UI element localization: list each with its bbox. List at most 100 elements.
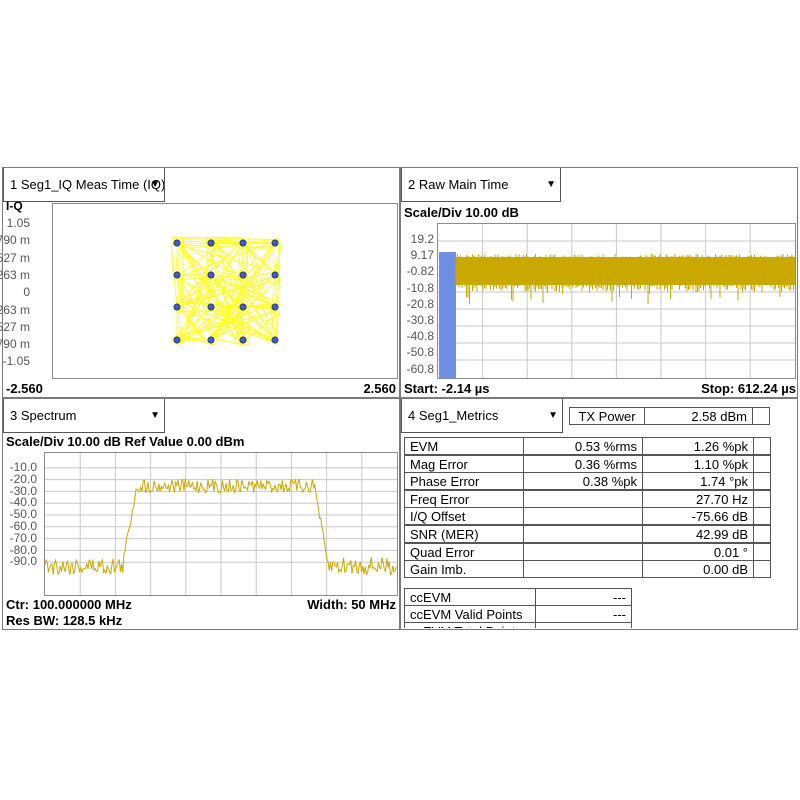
- panel3-y-tick: -60.0: [9, 519, 37, 533]
- iq-trajectory-line: [178, 309, 182, 345]
- cc-metric-value: ---: [535, 605, 632, 623]
- panel3-span-width: Width: 50 MHz: [307, 597, 396, 612]
- panel2-scale-label: Scale/Div 10.00 dB: [404, 205, 519, 220]
- metric-value: 0.01 °: [642, 542, 754, 561]
- iq-trajectory-line: [176, 269, 239, 303]
- panel3-y-tick: -70.0: [9, 530, 37, 545]
- chevron-down-icon: ▼: [150, 410, 160, 421]
- metric-value: [523, 560, 643, 579]
- iq-trajectory-line: [238, 242, 271, 270]
- iq-trajectory-line: [177, 276, 279, 346]
- metric-value: 1.74 °pk: [642, 472, 754, 491]
- chevron-down-icon: ▼: [548, 410, 558, 421]
- iq-trajectory-line: [178, 246, 182, 250]
- cc-metric-name: ccEVM Valid Points: [404, 605, 536, 623]
- iq-trajectory-line: [180, 247, 271, 339]
- panel1-y-tick: -263 m: [0, 302, 30, 317]
- iq-trajectory-line: [247, 243, 272, 340]
- iq-trajectory-line: [209, 309, 275, 341]
- panel4-dropdown[interactable]: 4 Seg1_Metrics ▼: [401, 399, 563, 433]
- iq-trajectory-line: [175, 243, 179, 272]
- iq-trajectory-line: [182, 238, 271, 244]
- panel1-y-tick: 263 m: [0, 267, 30, 282]
- panel3-y-tick: -80.0: [9, 542, 37, 557]
- metric-name: Mag Error: [404, 454, 524, 473]
- iq-trajectory-line: [278, 238, 281, 247]
- iq-trajectory-line: [275, 245, 281, 342]
- constellation-point: [173, 303, 181, 311]
- iq-trajectory-line: [178, 244, 270, 249]
- iq-trajectory-line: [214, 338, 250, 346]
- constellation-point: [173, 336, 181, 344]
- metric-value: 42.99 dB: [642, 525, 754, 543]
- panel1-axis-title: I-Q: [6, 199, 23, 213]
- panel2-y-tick: -50.8: [406, 345, 434, 360]
- iq-trajectory-line: [176, 272, 206, 278]
- metric-value: 1.10 %pk: [642, 454, 754, 473]
- panel1-y-tick: 0: [23, 285, 30, 300]
- iq-trajectory-line: [181, 311, 207, 344]
- panel2-stop-label: Stop: 612.24 µs: [701, 381, 796, 396]
- panel1-dropdown-label: 1 Seg1_IQ Meas Time (IQ): [10, 177, 165, 192]
- panel1-y-tick: -527 m: [0, 319, 30, 334]
- chevron-down-icon: ▼: [150, 179, 160, 190]
- panel4-dropdown-label: 4 Seg1_Metrics: [408, 408, 499, 423]
- metric-value: 0.38 %pk: [523, 472, 643, 491]
- tx-power-value: 2.58 dBm: [644, 407, 753, 425]
- constellation-point: [239, 271, 247, 279]
- panel2-y-tick: -60.8: [406, 361, 434, 376]
- metric-spacer-cell: [753, 472, 771, 491]
- metric-spacer-cell: [753, 542, 771, 561]
- iq-trajectory-line: [178, 275, 276, 308]
- panel3-y-tick: -20.0: [9, 471, 37, 486]
- iq-trajectory-line: [207, 244, 242, 303]
- metric-value: 1.26 %pk: [642, 437, 754, 455]
- iq-trajectory-line: [171, 242, 271, 271]
- panel2-y-tick: -40.8: [406, 329, 434, 344]
- metric-spacer-cell: [753, 525, 771, 543]
- metric-name: EVM: [404, 437, 524, 455]
- tx-power-spacer-cell: [752, 407, 770, 425]
- constellation-plot: [52, 203, 398, 379]
- panel3-y-tick: -30.0: [9, 483, 37, 498]
- cc-metric-value: ---: [535, 588, 632, 606]
- metric-name: Phase Error: [404, 472, 524, 491]
- metric-name: Quad Error: [404, 542, 524, 561]
- metric-spacer-cell: [753, 437, 771, 455]
- raw-time-trace: [455, 254, 794, 305]
- panel3-dropdown-label: 3 Spectrum: [10, 408, 77, 423]
- panel2-y-tick: 19.2: [410, 232, 434, 246]
- panel3-center-freq: Ctr: 100.000000 MHz: [6, 597, 132, 612]
- metric-spacer-cell: [753, 560, 771, 579]
- panel3-res-bw: Res BW: 128.5 kHz: [6, 613, 123, 628]
- metric-name: SNR (MER): [404, 525, 524, 543]
- iq-trajectory-line: [182, 308, 206, 339]
- panel1-y-tick: 527 m: [0, 250, 30, 265]
- iq-trajectory-line: [204, 238, 242, 346]
- constellation-point: [173, 239, 181, 247]
- constellation-point: [173, 271, 181, 279]
- panel2-dropdown[interactable]: 2 Raw Main Time ▼: [401, 168, 561, 202]
- constellation-point: [207, 239, 215, 247]
- panel2-y-tick: -0.82: [406, 264, 434, 279]
- panel3-y-tick: -10.0: [9, 460, 37, 474]
- panel1-dropdown[interactable]: 1 Seg1_IQ Meas Time (IQ) ▼: [3, 168, 165, 202]
- panel2-dropdown-label: 2 Raw Main Time: [408, 177, 509, 192]
- panel3-scale-label: Scale/Div 10.00 dB Ref Value 0.00 dBm: [6, 434, 245, 449]
- panel1-y-tick: 790 m: [0, 233, 30, 248]
- iq-trajectory-line: [245, 311, 248, 314]
- iq-trajectory-line: [182, 247, 217, 273]
- panel3-y-tick: -40.0: [9, 495, 37, 510]
- constellation-point: [239, 303, 247, 311]
- constellation-point: [271, 271, 279, 279]
- iq-trajectory-line: [175, 270, 275, 306]
- iq-trajectory-line: [269, 305, 277, 342]
- constellation-point: [239, 336, 247, 344]
- panel3-dropdown[interactable]: 3 Spectrum ▼: [3, 399, 165, 433]
- iq-trajectory-line: [178, 312, 249, 337]
- constellation-point: [271, 303, 279, 311]
- constellation-point: [207, 336, 215, 344]
- metric-value: -75.66 dB: [642, 507, 754, 526]
- metric-name: I/Q Offset: [404, 507, 524, 526]
- iq-trajectory-line: [246, 245, 249, 270]
